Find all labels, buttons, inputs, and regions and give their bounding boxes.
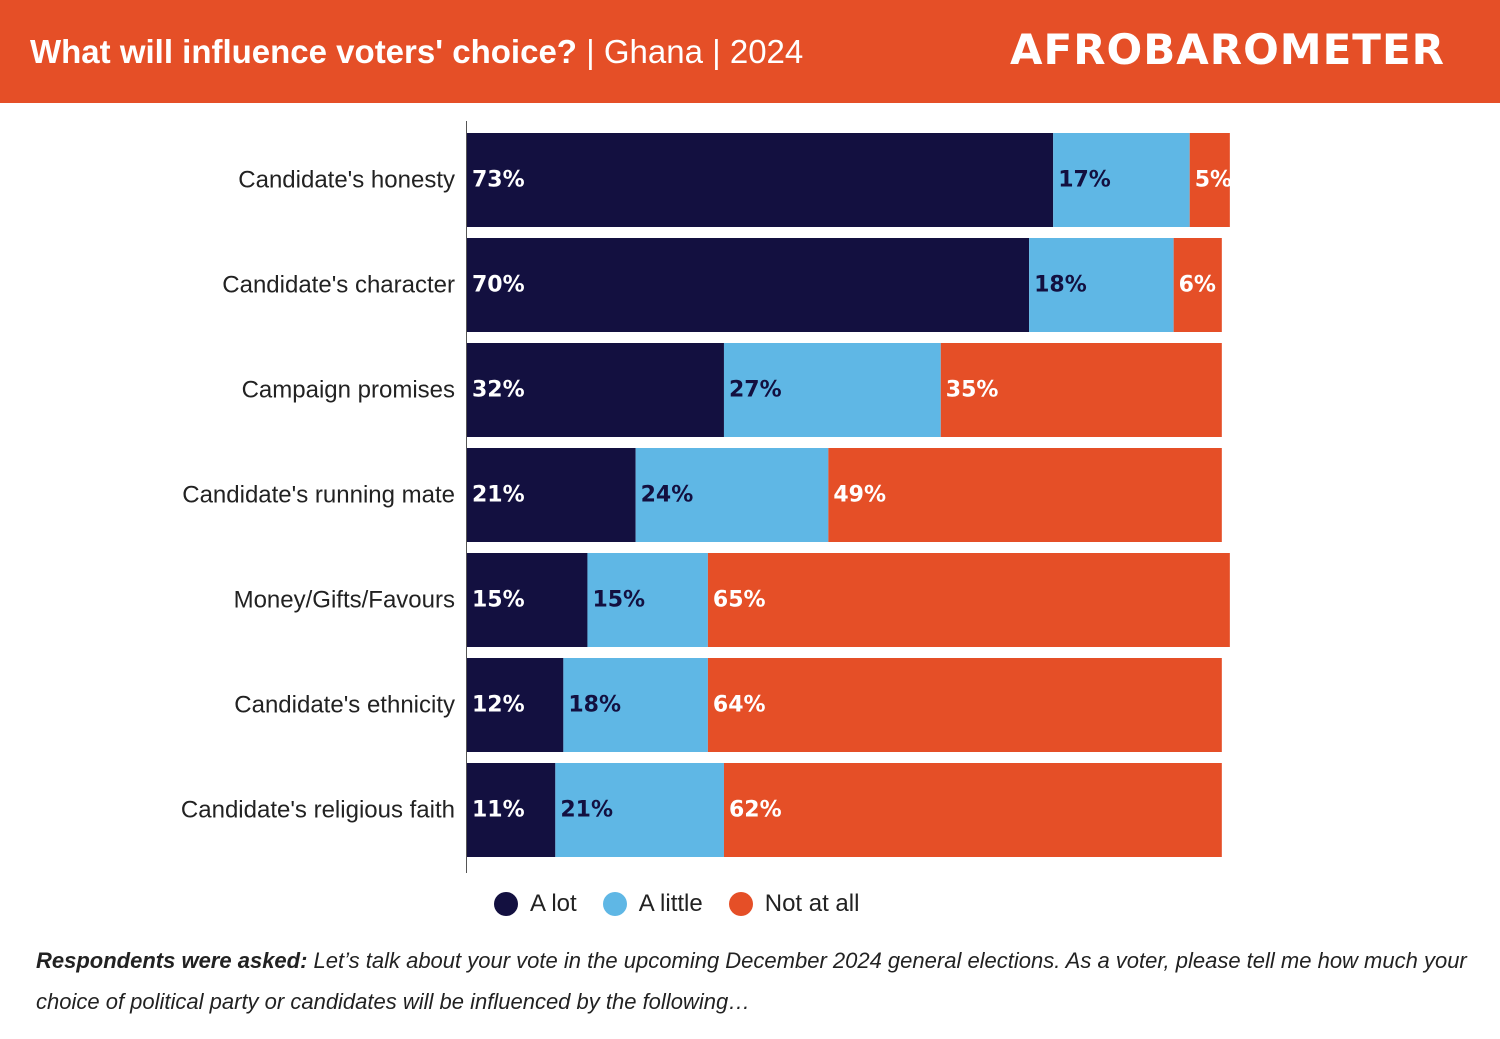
- bar-a-little-candidate-s-religious-faith: [555, 763, 724, 857]
- category-label-candidate-s-character: Candidate's character: [222, 272, 455, 299]
- legend-swatch-not-at-all: [728, 892, 753, 916]
- bar-a-lot-candidate-s-religious-faith: [467, 763, 556, 857]
- data-label-a-little-candidate-s-character: 18%: [1034, 273, 1087, 298]
- data-label-a-little-candidate-s-honesty: 17%: [1058, 168, 1111, 193]
- bar-a-lot-campaign-promises: [467, 343, 724, 437]
- bar-a-little-campaign-promises: [723, 343, 941, 437]
- footnote: Respondents were asked: Let’s talk about…: [36, 940, 1486, 1022]
- legend-label-not-at-all: Not at all: [764, 890, 860, 917]
- header-banner: What will influence voters' choice? | Gh…: [0, 0, 1500, 103]
- title-main: What will influence voters' choice?: [30, 33, 577, 70]
- bar-a-lot-candidate-s-honesty: [467, 133, 1054, 227]
- data-label-a-lot-campaign-promises: 32%: [472, 378, 525, 403]
- data-label-a-lot-candidate-s-running-mate: 21%: [472, 483, 525, 508]
- bar-a-little-candidate-s-ethnicity: [563, 658, 708, 752]
- bar-a-lot-candidate-s-running-mate: [467, 448, 636, 542]
- category-label-campaign-promises: Campaign promises: [242, 377, 455, 404]
- data-label-not-at-all-money-gifts-favours: 65%: [713, 588, 766, 613]
- data-label-not-at-all-candidate-s-religious-faith: 62%: [729, 798, 782, 823]
- bar-a-little-candidate-s-running-mate: [635, 448, 829, 542]
- bar-not-at-all-candidate-s-religious-faith: [723, 763, 1222, 857]
- chart-title: What will influence voters' choice? | Gh…: [30, 30, 803, 74]
- legend-label-a-little: A little: [638, 890, 703, 917]
- legend-item-a-little: A little: [602, 890, 703, 918]
- data-label-a-little-money-gifts-favours: 15%: [592, 588, 645, 613]
- legend-item-not-at-all: Not at all: [728, 890, 860, 918]
- bar-not-at-all-candidate-s-honesty: [1189, 133, 1230, 227]
- data-label-a-lot-candidate-s-character: 70%: [472, 273, 525, 298]
- bar-a-lot-candidate-s-character: [467, 238, 1030, 332]
- legend-swatch-a-little: [602, 892, 627, 916]
- data-label-not-at-all-candidate-s-honesty: 5%: [1195, 168, 1232, 193]
- bar-not-at-all-campaign-promises: [940, 343, 1222, 437]
- category-label-money-gifts-favours: Money/Gifts/Favours: [234, 587, 455, 614]
- legend-swatch-a-lot: [494, 892, 518, 916]
- bar-a-lot-money-gifts-favours: [467, 553, 588, 647]
- data-label-not-at-all-campaign-promises: 35%: [946, 378, 999, 403]
- category-label-candidate-s-religious-faith: Candidate's religious faith: [181, 797, 455, 824]
- bar-a-little-candidate-s-character: [1029, 238, 1174, 332]
- legend: A lot A little Not at all: [494, 888, 885, 920]
- data-label-a-little-campaign-promises: 27%: [729, 378, 782, 403]
- data-label-not-at-all-candidate-s-ethnicity: 64%: [713, 693, 766, 718]
- data-label-a-little-candidate-s-ethnicity: 18%: [568, 693, 621, 718]
- data-label-not-at-all-candidate-s-running-mate: 49%: [833, 483, 886, 508]
- category-label-candidate-s-ethnicity: Candidate's ethnicity: [234, 692, 455, 719]
- data-label-a-little-candidate-s-running-mate: 24%: [641, 483, 694, 508]
- legend-item-a-lot: A lot: [494, 890, 577, 918]
- legend-label-a-lot: A lot: [530, 890, 577, 917]
- bar-not-at-all-candidate-s-ethnicity: [707, 658, 1222, 752]
- category-label-candidate-s-running-mate: Candidate's running mate: [182, 482, 455, 509]
- title-country-year: | Ghana | 2024: [576, 33, 804, 70]
- data-label-a-little-candidate-s-religious-faith: 21%: [560, 798, 613, 823]
- bar-a-lot-candidate-s-ethnicity: [467, 658, 564, 752]
- category-label-candidate-s-honesty: Candidate's honesty: [238, 167, 455, 194]
- bar-a-little-candidate-s-honesty: [1053, 133, 1190, 227]
- afrobarometer-logo: AFROBAROMETER: [1010, 25, 1445, 74]
- footnote-text: Let’s talk about your vote in the upcomi…: [36, 948, 1467, 1014]
- data-label-a-lot-candidate-s-religious-faith: 11%: [472, 798, 525, 823]
- footnote-lead: Respondents were asked:: [36, 948, 308, 973]
- stacked-bar-chart: Candidate's honesty 73% 17% 5% Candidate's c…: [181, 121, 1232, 873]
- data-label-a-lot-money-gifts-favours: 15%: [472, 588, 525, 613]
- data-label-a-lot-candidate-s-ethnicity: 12%: [472, 693, 525, 718]
- bar-not-at-all-money-gifts-favours: [707, 553, 1230, 647]
- data-label-a-lot-candidate-s-honesty: 73%: [472, 168, 525, 193]
- bar-not-at-all-candidate-s-running-mate: [828, 448, 1222, 542]
- bar-not-at-all-candidate-s-character: [1173, 238, 1222, 332]
- data-label-not-at-all-candidate-s-character: 6%: [1179, 273, 1216, 298]
- bar-a-little-money-gifts-favours: [587, 553, 708, 647]
